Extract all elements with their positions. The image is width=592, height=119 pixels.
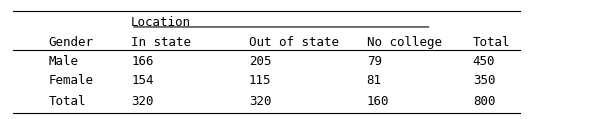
Text: Total: Total xyxy=(49,95,86,108)
Text: 166: 166 xyxy=(131,55,153,68)
Text: 350: 350 xyxy=(473,74,496,87)
Text: No college: No college xyxy=(366,36,442,49)
Text: Female: Female xyxy=(49,74,94,87)
Text: Location: Location xyxy=(131,16,191,29)
Text: 81: 81 xyxy=(366,74,382,87)
Text: 160: 160 xyxy=(366,95,389,108)
Text: 115: 115 xyxy=(249,74,271,87)
Text: 79: 79 xyxy=(366,55,382,68)
Text: In state: In state xyxy=(131,36,191,49)
Text: 154: 154 xyxy=(131,74,153,87)
Text: 320: 320 xyxy=(249,95,271,108)
Text: Out of state: Out of state xyxy=(249,36,339,49)
Text: 450: 450 xyxy=(473,55,496,68)
Text: 320: 320 xyxy=(131,95,153,108)
Text: Male: Male xyxy=(49,55,79,68)
Text: 800: 800 xyxy=(473,95,496,108)
Text: Gender: Gender xyxy=(49,36,94,49)
Text: 205: 205 xyxy=(249,55,271,68)
Text: Total: Total xyxy=(473,36,510,49)
